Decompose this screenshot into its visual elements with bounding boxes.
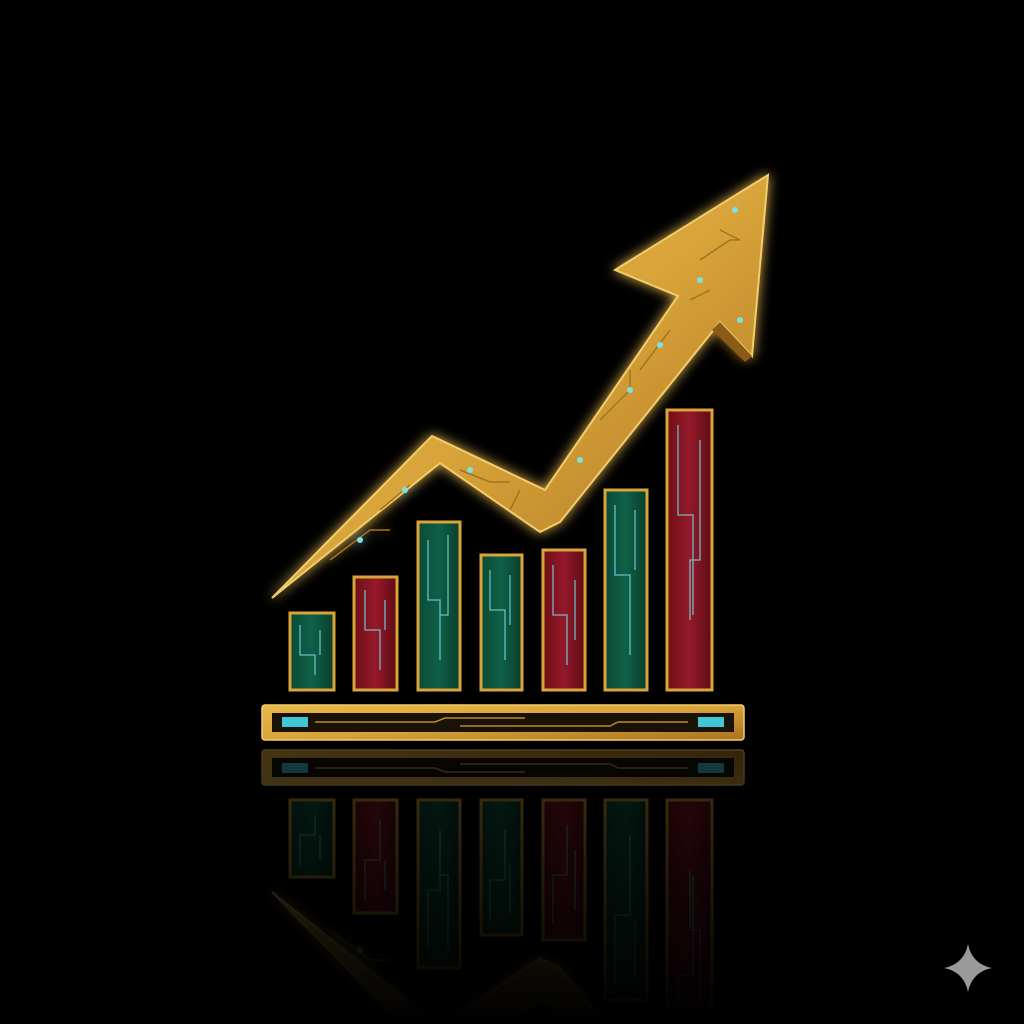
sparkle-icon — [944, 944, 992, 992]
